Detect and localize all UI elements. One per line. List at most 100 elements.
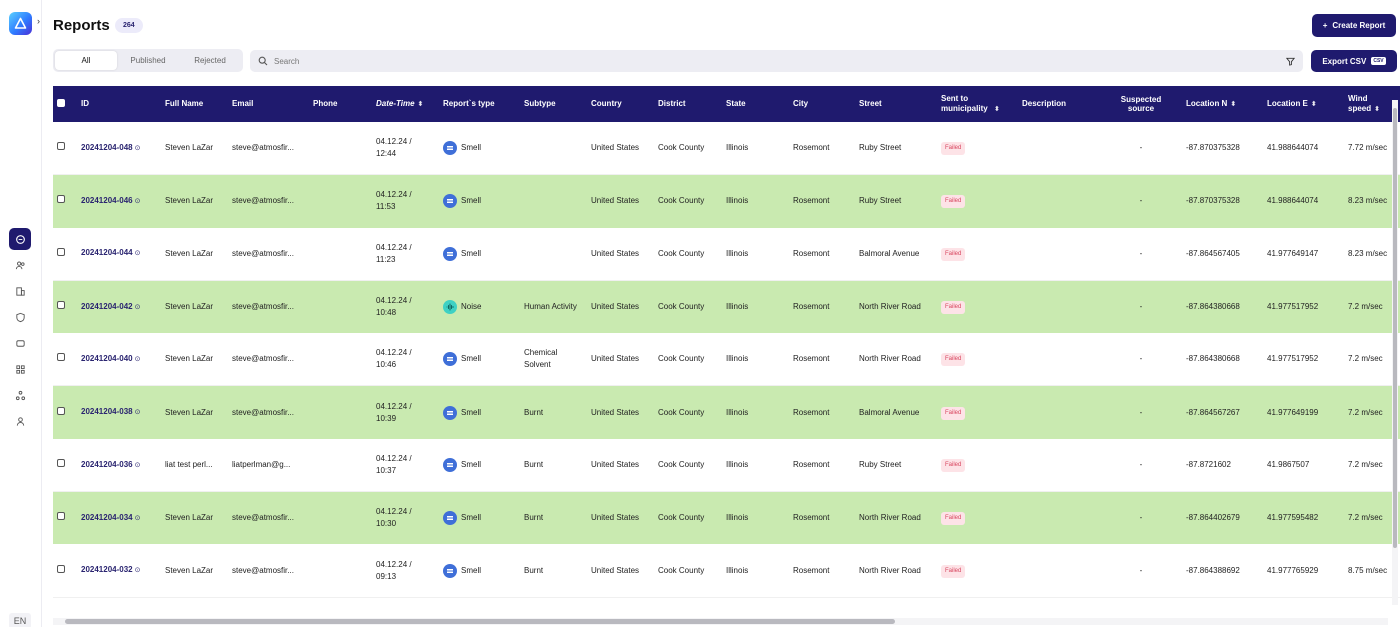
table-row[interactable]: 20241204-042 ⊙ Steven LaZar steve@atmosfir.… (53, 280, 1400, 334)
header-date-time[interactable]: Date-Time ⬍ (372, 86, 439, 122)
sort-icon[interactable]: ⬍ (1310, 100, 1317, 108)
id-cell[interactable]: 20241204-042 ⊙ (77, 280, 161, 333)
report-id-link[interactable]: 20241204-040 (81, 354, 133, 364)
sidebar-item-sync[interactable] (9, 332, 31, 354)
chevron-right-icon[interactable]: › (37, 16, 40, 26)
row-checkbox[interactable] (57, 458, 65, 467)
report-id-link[interactable]: 20241204-042 (81, 301, 133, 311)
header-report-type[interactable]: Report`s type (443, 99, 495, 109)
header-location-e[interactable]: Location E ⬍ (1263, 86, 1344, 122)
app-logo[interactable] (9, 12, 32, 35)
id-cell[interactable]: 20241204-032 ⊙ (77, 544, 161, 597)
row-select-cell[interactable] (53, 439, 77, 492)
copy-icon[interactable]: ⊙ (134, 461, 141, 469)
table-row[interactable]: 20241204-048 ⊙ Steven LaZar steve@atmosfir.… (53, 122, 1400, 175)
header-street[interactable]: Street (859, 99, 882, 109)
row-select-cell[interactable] (53, 492, 77, 545)
vertical-scroll-thumb[interactable] (1393, 108, 1397, 548)
header-phone[interactable]: Phone (313, 99, 338, 109)
sidebar-item-security[interactable] (9, 306, 31, 328)
header-country[interactable]: Country (591, 99, 622, 109)
table-row[interactable]: 20241204-032 ⊙ Steven LaZar steve@atmosfir.… (53, 544, 1400, 598)
row-select-cell[interactable] (53, 228, 77, 281)
header-suspected-source[interactable]: Suspected source (1100, 86, 1182, 122)
copy-icon[interactable]: ⊙ (134, 356, 141, 364)
report-id-link[interactable]: 20241204-036 (81, 459, 133, 469)
horizontal-scroll-thumb[interactable] (65, 619, 895, 624)
row-select-cell[interactable] (53, 122, 77, 175)
copy-icon[interactable]: ⊙ (134, 303, 141, 311)
row-checkbox[interactable] (57, 247, 65, 256)
id-cell[interactable]: 20241204-034 ⊙ (77, 492, 161, 545)
header-email[interactable]: Email (232, 99, 254, 109)
id-cell[interactable]: 20241204-044 ⊙ (77, 228, 161, 281)
sidebar-item-network[interactable] (9, 384, 31, 406)
row-select-cell[interactable] (53, 333, 77, 386)
report-id-link[interactable]: 20241204-034 (81, 512, 133, 522)
header-id[interactable]: ID (81, 99, 89, 109)
sort-icon[interactable]: ⬍ (1230, 100, 1237, 108)
header-wind-speed[interactable]: Wind speed ⬍ (1344, 86, 1400, 122)
sort-icon[interactable]: ⬍ (1374, 105, 1380, 113)
header-subtype[interactable]: Subtype (524, 99, 556, 109)
table-row[interactable]: 20241204-046 ⊙ Steven LaZar steve@atmosfir.… (53, 174, 1400, 228)
table-row[interactable]: 20241204-044 ⊙ Steven LaZar steve@atmosfir.… (53, 227, 1400, 281)
horizontal-scrollbar[interactable] (53, 618, 1388, 625)
tab-rejected[interactable]: Rejected (194, 56, 226, 65)
sort-icon[interactable]: ⬍ (417, 100, 424, 108)
row-select-cell[interactable] (53, 175, 77, 228)
select-all-checkbox[interactable] (57, 98, 65, 107)
tab-published[interactable]: Published (130, 56, 166, 65)
report-id-link[interactable]: 20241204-048 (81, 142, 133, 152)
copy-icon[interactable]: ⊙ (134, 514, 141, 522)
table-row[interactable]: 20241204-036 ⊙ liat test perl... liatperlma… (53, 438, 1400, 492)
filter-icon[interactable] (1286, 57, 1295, 66)
header-sent-to-municipality[interactable]: Sent to municipality ⬍ (937, 86, 1018, 122)
row-checkbox[interactable] (57, 406, 65, 415)
row-checkbox[interactable] (57, 142, 65, 151)
sort-icon[interactable]: ⬍ (994, 105, 1000, 113)
copy-icon[interactable]: ⊙ (134, 198, 141, 206)
row-checkbox[interactable] (57, 564, 65, 573)
row-checkbox[interactable] (57, 301, 65, 310)
row-select-cell[interactable] (53, 386, 77, 439)
report-id-link[interactable]: 20241204-032 (81, 565, 133, 575)
row-select-cell[interactable] (53, 280, 77, 333)
row-checkbox[interactable] (57, 353, 65, 362)
create-report-button[interactable]: + Create Report (1312, 14, 1396, 37)
report-id-link[interactable]: 20241204-046 (81, 196, 133, 206)
table-row[interactable]: 20241204-034 ⊙ Steven LaZar steve@atmosfir.… (53, 491, 1400, 545)
vertical-scrollbar[interactable] (1392, 100, 1398, 605)
sidebar-item-reports[interactable] (9, 228, 31, 250)
search-input[interactable] (274, 56, 1286, 66)
language-switch[interactable]: EN (9, 613, 31, 627)
report-id-link[interactable]: 20241204-044 (81, 248, 133, 258)
copy-icon[interactable]: ⊙ (134, 250, 141, 258)
report-id-link[interactable]: 20241204-038 (81, 407, 133, 417)
sidebar-item-profile[interactable] (9, 410, 31, 432)
copy-icon[interactable]: ⊙ (134, 567, 141, 575)
id-cell[interactable]: 20241204-040 ⊙ (77, 333, 161, 386)
id-cell[interactable]: 20241204-048 ⊙ (77, 122, 161, 175)
tab-all[interactable]: All (55, 51, 117, 70)
table-row[interactable]: 20241204-038 ⊙ Steven LaZar steve@atmosfir.… (53, 385, 1400, 439)
copy-icon[interactable]: ⊙ (134, 409, 141, 417)
sidebar-item-users[interactable] (9, 254, 31, 276)
copy-icon[interactable]: ⊙ (134, 144, 141, 152)
id-cell[interactable]: 20241204-036 ⊙ (77, 439, 161, 492)
sidebar-item-grid[interactable] (9, 358, 31, 380)
header-city[interactable]: City (793, 99, 809, 109)
table-row[interactable]: 20241204-040 ⊙ Steven LaZar steve@atmosfir.… (53, 333, 1400, 386)
id-cell[interactable]: 20241204-046 ⊙ (77, 175, 161, 228)
id-cell[interactable]: 20241204-038 ⊙ (77, 386, 161, 439)
header-description[interactable]: Description (1022, 99, 1067, 109)
header-full-name[interactable]: Full Name (165, 99, 204, 109)
row-select-cell[interactable] (53, 544, 77, 597)
row-checkbox[interactable] (57, 512, 65, 521)
export-csv-button[interactable]: Export CSV CSV (1311, 50, 1397, 72)
header-district[interactable]: District (658, 99, 686, 109)
row-checkbox[interactable] (57, 195, 65, 204)
header-state[interactable]: State (726, 99, 746, 109)
header-location-n[interactable]: Location N ⬍ (1182, 86, 1263, 122)
sidebar-item-buildings[interactable] (9, 280, 31, 302)
